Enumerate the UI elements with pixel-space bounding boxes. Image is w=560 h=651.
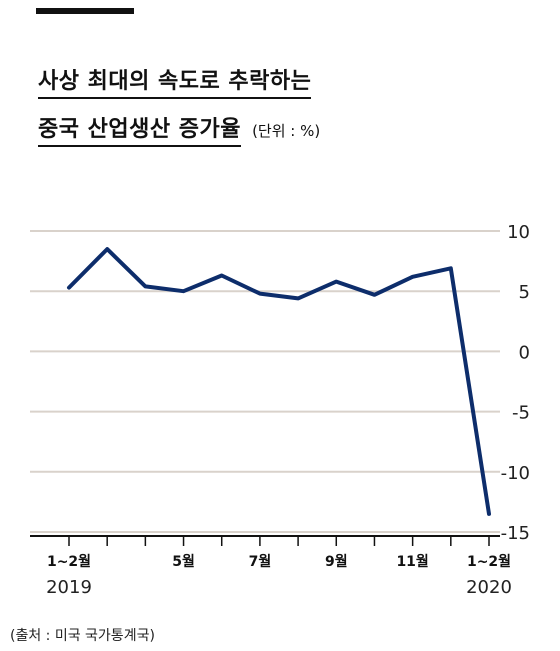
year-label: 2019 xyxy=(46,577,92,598)
data-point xyxy=(182,289,186,293)
data-point xyxy=(411,275,415,279)
header-accent-bar xyxy=(36,8,134,14)
source-note: (출처 : 미국 국가통계국) xyxy=(10,628,155,644)
chart-title-line1: 사상 최대의 속도로 추락하는 xyxy=(38,63,312,99)
data-point xyxy=(220,274,224,278)
y-tick-label: 5 xyxy=(519,282,530,303)
chart-title-row2: 중국 산업생산 증가율 (단위 : %) xyxy=(38,111,320,147)
data-point xyxy=(487,512,491,516)
x-tick-label: 5월 xyxy=(172,553,195,570)
data-point xyxy=(105,247,109,251)
data-point xyxy=(143,284,147,288)
data-point xyxy=(67,286,71,290)
data-point xyxy=(449,266,453,270)
y-tick-label: -10 xyxy=(501,463,530,484)
x-tick-label: 1~2월 xyxy=(467,553,511,570)
y-tick-label: -15 xyxy=(501,523,530,544)
x-tick-label: 9월 xyxy=(325,553,348,570)
unit-label: (단위 : %) xyxy=(252,122,321,140)
data-point xyxy=(296,296,300,300)
y-tick-label: 0 xyxy=(519,342,530,363)
data-point xyxy=(334,280,338,284)
x-tick-label: 1~2월 xyxy=(47,553,91,570)
data-point xyxy=(258,292,262,296)
chart-title-line2: 중국 산업생산 증가율 xyxy=(38,111,241,147)
year-label: 2020 xyxy=(466,577,512,598)
series-line xyxy=(67,247,491,516)
y-tick-label: 10 xyxy=(507,222,530,243)
y-tick-label: -5 xyxy=(512,403,530,424)
x-tick-label: 7월 xyxy=(249,553,272,570)
data-point xyxy=(372,293,376,297)
x-tick-label: 11월 xyxy=(396,553,428,570)
